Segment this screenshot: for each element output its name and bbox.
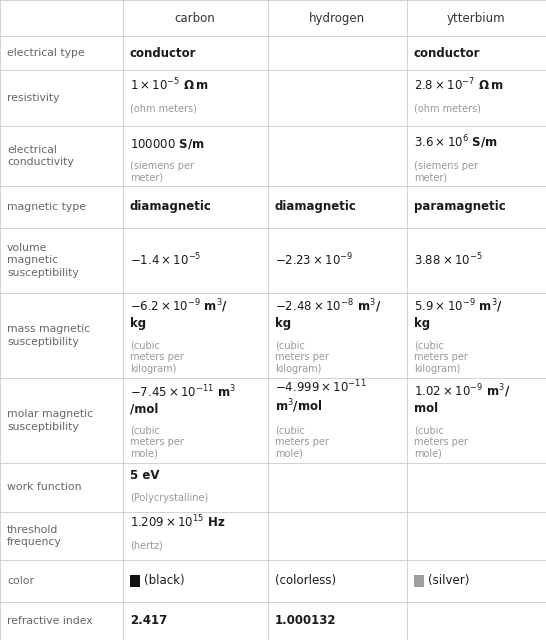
Text: $-4.999\times10^{-11}$
m$^3$/mol: $-4.999\times10^{-11}$ m$^3$/mol bbox=[275, 378, 366, 415]
Text: mass magnetic
susceptibility: mass magnetic susceptibility bbox=[7, 324, 90, 346]
Text: (siemens per
meter): (siemens per meter) bbox=[414, 161, 478, 182]
Text: refractive index: refractive index bbox=[7, 616, 93, 626]
Text: magnetic type: magnetic type bbox=[7, 202, 86, 212]
Text: volume
magnetic
susceptibility: volume magnetic susceptibility bbox=[7, 243, 79, 278]
Text: $-2.23\times10^{-9}$: $-2.23\times10^{-9}$ bbox=[275, 252, 353, 269]
Text: $100000$ S/m: $100000$ S/m bbox=[130, 137, 205, 151]
Text: work function: work function bbox=[7, 483, 81, 493]
Text: ytterbium: ytterbium bbox=[447, 12, 506, 24]
Text: $-6.2\times10^{-9}$ m$^3$/
kg: $-6.2\times10^{-9}$ m$^3$/ kg bbox=[130, 298, 228, 330]
Text: (silver): (silver) bbox=[428, 574, 470, 588]
Text: (black): (black) bbox=[144, 574, 185, 588]
Text: diamagnetic: diamagnetic bbox=[275, 200, 357, 214]
Text: (siemens per
meter): (siemens per meter) bbox=[130, 161, 194, 182]
Text: color: color bbox=[7, 576, 34, 586]
Text: (ohm meters): (ohm meters) bbox=[414, 103, 480, 113]
Text: conductor: conductor bbox=[130, 47, 197, 60]
Text: conductor: conductor bbox=[414, 47, 480, 60]
Text: $-2.48\times10^{-8}$ m$^3$/
kg: $-2.48\times10^{-8}$ m$^3$/ kg bbox=[275, 298, 381, 330]
Text: (hertz): (hertz) bbox=[130, 541, 163, 551]
Text: (Polycrystalline): (Polycrystalline) bbox=[130, 493, 208, 502]
Text: (cubic
meters per
kilogram): (cubic meters per kilogram) bbox=[130, 340, 184, 374]
Text: (colorless): (colorless) bbox=[275, 574, 336, 588]
Text: electrical type: electrical type bbox=[7, 48, 85, 58]
Text: $-7.45\times10^{-11}$ m$^3$
/mol: $-7.45\times10^{-11}$ m$^3$ /mol bbox=[130, 384, 236, 415]
Text: $1.02\times10^{-9}$ m$^3$/
mol: $1.02\times10^{-9}$ m$^3$/ mol bbox=[414, 383, 511, 415]
Text: 2.417: 2.417 bbox=[130, 614, 167, 627]
Text: $3.6\times10^{6}$ S/m: $3.6\times10^{6}$ S/m bbox=[414, 133, 498, 151]
Text: hydrogen: hydrogen bbox=[309, 12, 365, 24]
Text: (ohm meters): (ohm meters) bbox=[130, 103, 197, 113]
Text: $3.88\times10^{-5}$: $3.88\times10^{-5}$ bbox=[414, 252, 483, 269]
Text: electrical
conductivity: electrical conductivity bbox=[7, 145, 74, 167]
Text: $1.209\times10^{15}$ Hz: $1.209\times10^{15}$ Hz bbox=[130, 514, 225, 531]
Text: (cubic
meters per
kilogram): (cubic meters per kilogram) bbox=[414, 340, 468, 374]
Text: (cubic
meters per
mole): (cubic meters per mole) bbox=[130, 426, 184, 459]
Text: (cubic
meters per
mole): (cubic meters per mole) bbox=[414, 426, 468, 459]
Text: $1\times10^{-5}$ Ω m: $1\times10^{-5}$ Ω m bbox=[130, 76, 209, 93]
Text: (cubic
meters per
kilogram): (cubic meters per kilogram) bbox=[275, 340, 329, 374]
Text: diamagnetic: diamagnetic bbox=[130, 200, 212, 214]
Text: $-1.4\times10^{-5}$: $-1.4\times10^{-5}$ bbox=[130, 252, 201, 269]
Bar bbox=[414, 575, 424, 586]
Text: molar magnetic
susceptibility: molar magnetic susceptibility bbox=[7, 409, 93, 431]
Text: 5 eV: 5 eV bbox=[130, 469, 159, 483]
Text: threshold
frequency: threshold frequency bbox=[7, 525, 62, 547]
Text: carbon: carbon bbox=[175, 12, 216, 24]
Text: 1.000132: 1.000132 bbox=[275, 614, 336, 627]
Text: $5.9\times10^{-9}$ m$^3$/
kg: $5.9\times10^{-9}$ m$^3$/ kg bbox=[414, 298, 503, 330]
Bar bbox=[130, 575, 140, 586]
Text: (cubic
meters per
mole): (cubic meters per mole) bbox=[275, 426, 329, 459]
Text: paramagnetic: paramagnetic bbox=[414, 200, 506, 214]
Text: resistivity: resistivity bbox=[7, 93, 60, 103]
Text: $2.8\times10^{-7}$ Ω m: $2.8\times10^{-7}$ Ω m bbox=[414, 76, 504, 93]
